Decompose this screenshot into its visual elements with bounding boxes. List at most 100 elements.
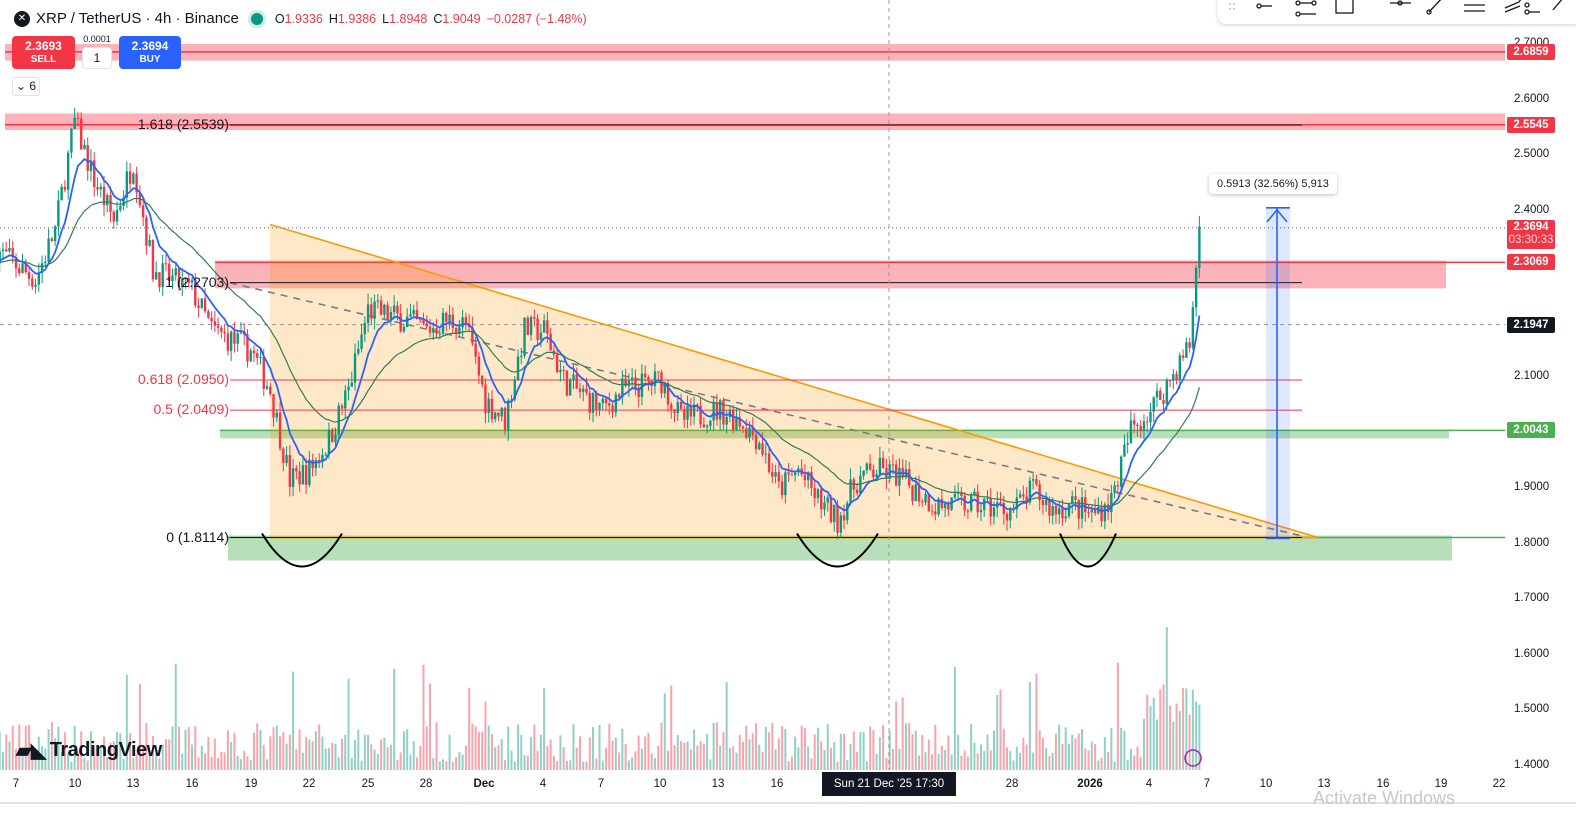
candle-body [464,317,468,324]
volume-bar [11,725,14,770]
volume-bar [1090,741,1093,770]
pitchfork-icon[interactable] [1504,0,1523,13]
candle-body [806,472,810,481]
candle-body [295,468,298,472]
volume-bar [953,666,956,770]
candle-body [670,404,673,410]
candle-body [11,247,14,257]
horizontal-ray-icon[interactable] [1256,3,1272,9]
volume-bar [826,723,829,770]
price-label-value: 2.3694 [1513,220,1549,233]
volume-bar [341,738,343,770]
volume-bar [927,739,930,770]
rectangle-icon[interactable] [1335,0,1354,14]
activate-windows-watermark: Activate Windows [1313,788,1456,808]
candle-body [252,350,256,354]
pattern-icon[interactable] [1524,2,1540,15]
drag-handle-icon[interactable] [1229,3,1235,10]
volume-bar [490,734,493,770]
volume-bar [660,722,663,770]
volume-bar [575,747,578,770]
volume-bar [226,730,229,770]
candle-body [539,332,543,340]
volume-bar [236,755,239,770]
volume-bar [914,730,917,770]
x-tick-label: 25 [361,778,375,790]
x-tick-label: 7 [597,778,605,790]
volume-bar [781,725,784,770]
candle-body [148,239,151,246]
volume-bar [865,761,868,770]
volume-bar [204,753,207,770]
volume-bar [601,760,604,770]
candle-body [1100,506,1103,522]
candle-body [780,481,784,496]
volume-bar [451,761,454,770]
price-chart[interactable] [0,0,1505,800]
volume-bar [370,744,373,770]
volume-bar [155,745,158,770]
candle-body [917,484,921,502]
price-label: 2.3069 [1507,254,1555,271]
candle-body [190,279,194,283]
volume-bar [1045,748,1048,770]
candle-body [441,312,445,334]
candle-body [1188,342,1191,348]
candle-body [259,357,262,359]
candle-body [862,470,865,476]
candle-body [298,471,301,485]
symbol-title[interactable]: XRP / TetherUS · 4h · Binance [36,10,239,27]
candle-body [419,319,422,321]
volume-bar [70,761,73,770]
candle-body [321,455,324,462]
more-tools-icon[interactable] [1552,0,1563,11]
candle-body [555,354,559,373]
volume-bar [1038,730,1041,770]
symbol-header[interactable]: ✕ XRP / TetherUS · 4h · Binance O1.9336 … [14,10,587,27]
volume-bar [784,729,787,770]
volume-bar [288,734,291,770]
volume-bar [458,752,461,770]
candle-body [611,405,614,413]
volume-bar [419,745,422,770]
candle-body [0,251,1,264]
candle-body [956,492,960,494]
y-tick-label: 1.7000 [1514,592,1550,605]
candle-body [200,298,204,308]
volume-bar [1126,759,1129,770]
candle-body [96,187,99,190]
candle-body [432,328,435,333]
candle-body [640,373,644,398]
horizontal-line-icon[interactable] [1390,0,1411,6]
candle-body [1028,480,1032,503]
trend-line-icon[interactable] [1426,0,1444,15]
candle-body [595,392,598,410]
candle-body [184,278,187,280]
candle-body [748,427,751,438]
indicators-toggle[interactable]: ⌄ 6 [12,77,40,96]
candle-body [236,333,239,344]
volume-bar [80,731,83,770]
volume-bar [764,726,767,770]
volume-bar [1191,689,1194,770]
candle-body [565,370,569,396]
candle-body [461,317,464,328]
volume-bar [125,674,128,770]
candle-body [1087,512,1090,514]
volume-bar [944,749,947,770]
volume-bar [1133,755,1136,770]
candle-body [1178,355,1182,381]
candle-body [1110,493,1113,513]
candle-body [1198,226,1201,268]
fib-retracement-icon[interactable] [1464,0,1485,12]
parallel-channel-icon[interactable] [1295,0,1317,17]
quantity-input[interactable]: 1 [82,47,112,69]
volume-bar [725,682,728,770]
candle-body [50,238,54,241]
candle-body [758,443,761,450]
sell-button[interactable]: 2.3693 SELL [12,36,75,69]
triangle-upper-line [269,223,1319,539]
candle-body [705,425,709,428]
volume-bar [301,752,304,770]
buy-button[interactable]: 2.3694 BUY [119,36,181,69]
